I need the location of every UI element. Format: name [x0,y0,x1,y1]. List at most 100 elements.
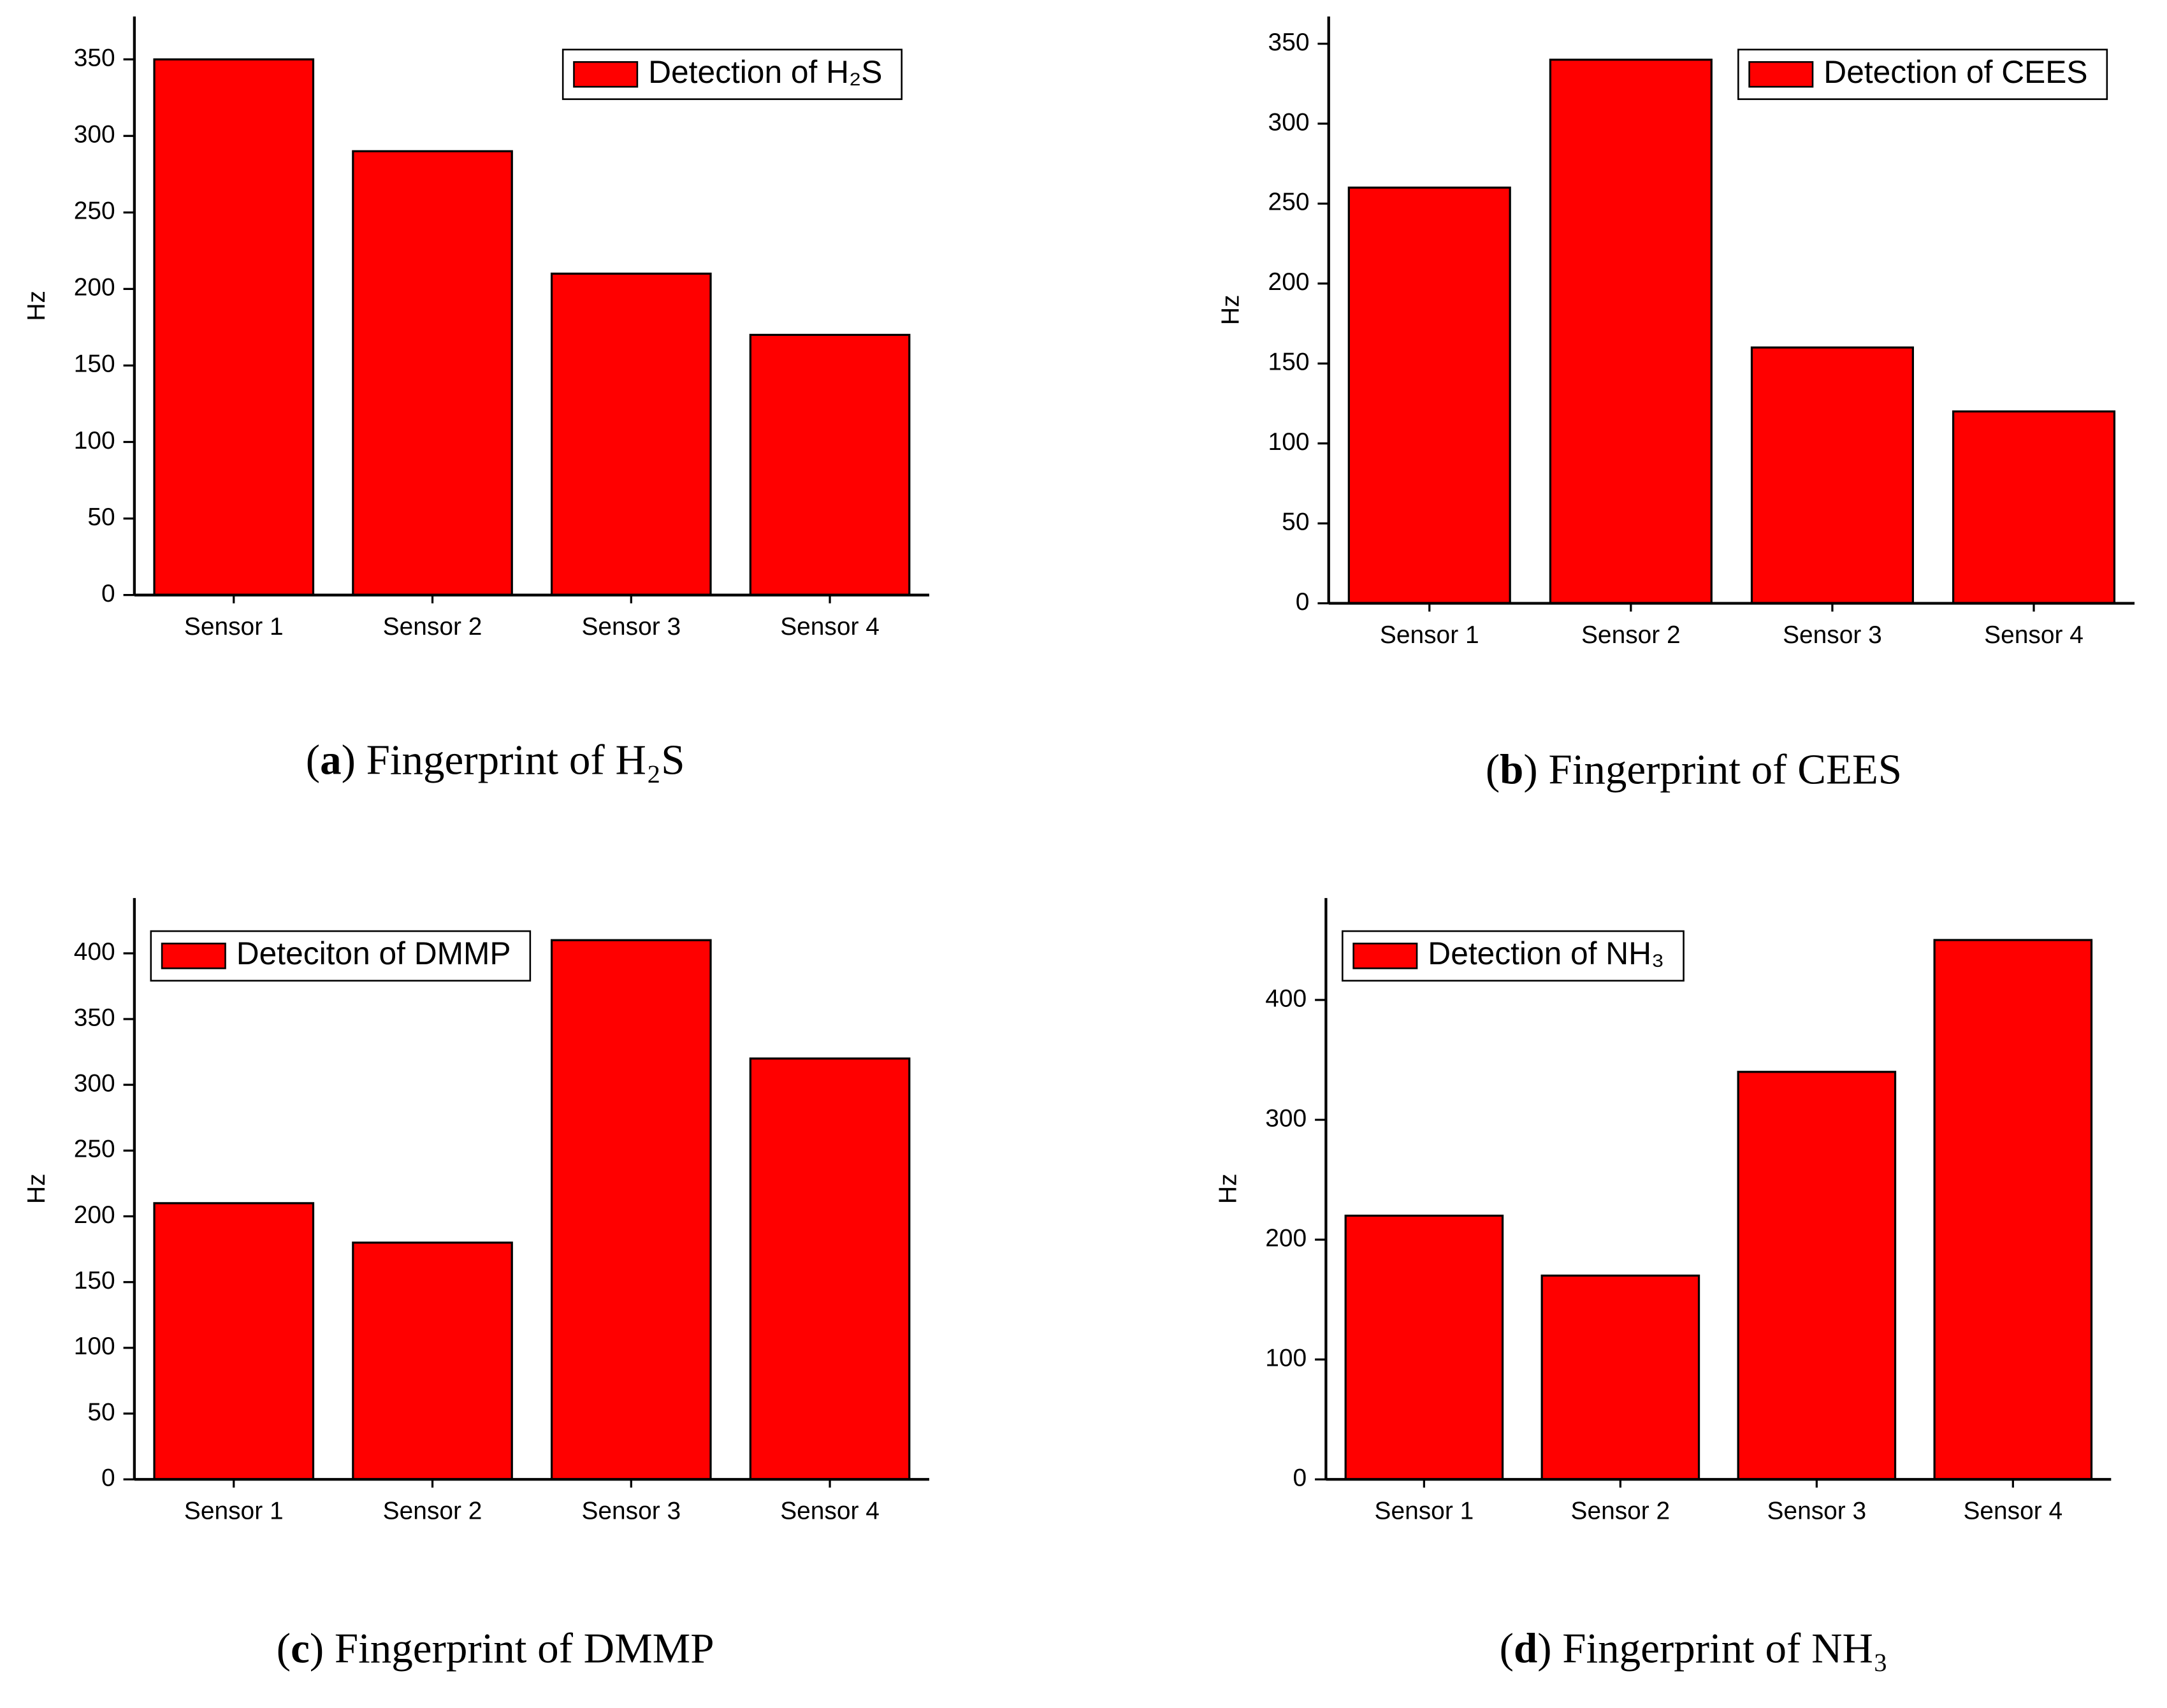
caption-part: ( [306,737,320,784]
y-axis-label: Hz [1214,1173,1242,1204]
x-tick-label: Sensor 1 [1375,1497,1474,1524]
y-tick-label: 250 [1268,189,1310,216]
bar [1549,59,1713,605]
x-tick-label: Sensor 3 [1783,621,1882,649]
caption-part: ) Fingerprint of NH₃ [1537,1625,1888,1672]
panel: 0 50 100 150 200 250 300 350 400 Hz Sensor 1 Sensor… [23,898,929,1672]
x-tick-label: Sensor 1 [1380,621,1479,649]
y-tick-label: 350 [74,1004,115,1031]
y-tick-label: 200 [74,274,115,301]
legend-label: Deteciton of DMMP [236,936,511,971]
y-tick-label: 300 [74,1069,115,1097]
bar [153,58,315,597]
bar [153,1202,315,1480]
caption: (c) Fingerprint of DMMP [277,1625,714,1672]
panel: 0 50 100 150 200 250 300 350 Hz Sensor 1 Sensor 2 S… [23,16,929,784]
bar [1344,1214,1504,1480]
panel: 0 100 200 300 400 Hz Sensor 1 Sensor 2 Sensor 3 S… [1214,898,2112,1672]
y-tick-label: 100 [74,1333,115,1360]
y-tick-label: 50 [1282,508,1309,535]
legend-label: Detection of H₂S [648,54,882,90]
y-tick-label: 200 [74,1201,115,1229]
x-tick-label: Sensor 4 [780,613,880,640]
y-axis-label: Hz [23,291,50,321]
x-tick-label: Sensor 3 [581,1497,681,1524]
x-tick-label: Sensor 4 [1963,1497,2062,1524]
legend-label: Detection of CEES [1823,54,2087,90]
y-tick-label: 100 [1265,1344,1307,1371]
bar [550,272,712,597]
y-tick-label: 100 [1268,428,1310,456]
x-tick-label: Sensor 2 [1581,621,1681,649]
y-tick-label: 150 [74,1267,115,1294]
x-tick-label: Sensor 2 [1571,1497,1671,1524]
caption-part: ( [1500,1625,1514,1672]
y-tick-label: 0 [101,1465,115,1492]
panel: 0 50 100 150 200 250 300 350 Hz Sensor 1 Sensor 2 S… [1217,16,2135,793]
x-tick-label: Sensor 4 [1984,621,2084,649]
y-tick-label: 300 [1268,108,1310,136]
y-tick-label: 200 [1268,268,1310,296]
caption-part: ) Fingerprint of DMMP [310,1625,714,1672]
y-tick-label: 300 [74,121,115,148]
legend: Deteciton of DMMP [150,930,532,982]
legend: Detection of CEES [1737,48,2108,100]
x-tick-label: Sensor 1 [184,613,284,640]
bar [1737,1071,1897,1480]
y-tick-label: 300 [1265,1104,1307,1132]
y-tick-label: 150 [1268,349,1310,376]
bar [749,1057,911,1480]
y-tick-label: 350 [1268,29,1310,56]
y-tick-label: 50 [87,503,115,531]
y-tick-label: 200 [1265,1224,1307,1252]
y-tick-label: 0 [1293,1465,1307,1492]
y-tick-label: 0 [1296,588,1310,616]
legend-swatch [1748,61,1814,88]
x-tick-label: Sensor 3 [1767,1497,1867,1524]
y-tick-label: 150 [74,351,115,378]
bar [1933,939,2093,1480]
x-tick-label: Sensor 2 [383,1497,482,1524]
legend-label: Detection of NH₃ [1428,936,1664,971]
caption-part: ( [1486,746,1500,793]
legend-swatch [1352,943,1418,969]
y-tick-label: 250 [74,1136,115,1163]
y-tick-label: 400 [74,938,115,966]
y-tick-label: 100 [74,427,115,454]
bar [352,1241,513,1480]
y-axis-label: Hz [23,1173,50,1204]
bar [352,150,513,597]
y-tick-label: 400 [1265,985,1307,1012]
caption-part: b [1500,746,1523,793]
bar [550,939,712,1480]
x-tick-label: Sensor 1 [184,1497,284,1524]
x-tick-label: Sensor 4 [780,1497,880,1524]
legend: Detection of H₂S [562,48,903,100]
x-tick-label: Sensor 2 [383,613,482,640]
caption: (a) Fingerprint of H₂S [306,737,685,784]
x-tick-label: Sensor 3 [581,613,681,640]
caption-part: c [291,1625,310,1672]
caption-part: a [320,737,342,784]
legend-swatch [573,61,639,88]
y-tick-label: 50 [87,1398,115,1426]
caption-part: ) Fingerprint of H₂S [342,737,685,784]
bar [1540,1274,1700,1480]
caption-part: d [1514,1625,1537,1672]
bar [1750,346,1914,605]
y-tick-label: 250 [74,198,115,225]
caption-part: ( [277,1625,291,1672]
legend-swatch [161,943,226,969]
caption: (d) Fingerprint of NH₃ [1500,1625,1888,1672]
y-axis-label: Hz [1217,295,1245,326]
bar [749,333,911,597]
caption-part: ) Fingerprint of CEES [1523,746,1902,793]
legend: Detection of NH₃ [1342,930,1685,982]
caption: (b) Fingerprint of CEES [1486,746,1902,793]
y-tick-label: 350 [74,44,115,71]
bar [1347,186,1511,605]
bar [1952,410,2116,605]
legend-box [1342,930,1685,982]
